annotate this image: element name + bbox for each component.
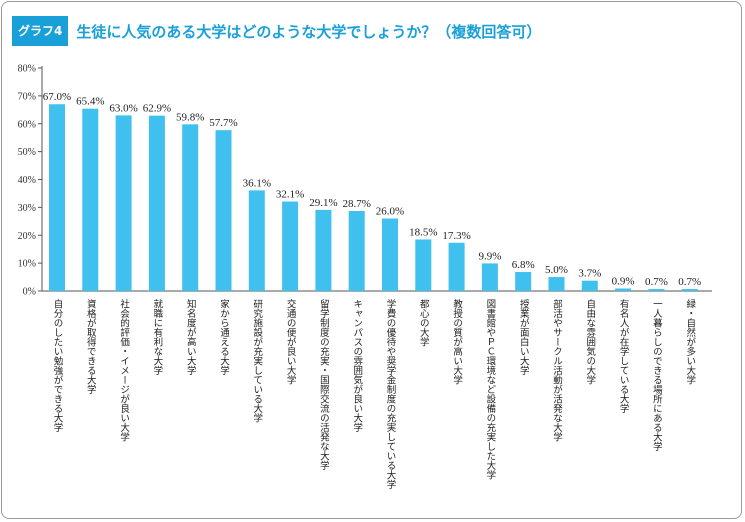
data-label: 26.0%: [376, 206, 404, 218]
data-label: 62.9%: [143, 103, 171, 115]
bar: [282, 201, 299, 291]
category-label: 資格が取得できる大学: [85, 298, 97, 394]
data-label: 32.1%: [276, 189, 304, 201]
data-label: 67.0%: [43, 91, 71, 103]
data-label: 5.0%: [545, 264, 568, 276]
y-tick-label: 50%: [18, 147, 36, 158]
y-tick-label: 10%: [18, 259, 36, 270]
data-label: 17.3%: [442, 230, 470, 242]
bar: [215, 130, 232, 291]
bar: [581, 280, 598, 291]
y-tick-label: 30%: [18, 203, 36, 214]
graph-number-badge: グラフ4: [12, 16, 69, 46]
y-tick-label: 70%: [18, 91, 36, 102]
bar: [415, 239, 432, 291]
data-label: 0.9%: [612, 275, 635, 287]
category-label: 緑・自然が多い大学: [684, 298, 696, 384]
data-label: 0.7%: [645, 276, 668, 288]
data-label: 6.8%: [512, 259, 535, 271]
data-label: 18.5%: [409, 226, 437, 238]
data-label: 36.1%: [243, 177, 271, 189]
bar: [648, 289, 665, 291]
bar: [481, 263, 498, 291]
data-label: 28.7%: [342, 198, 370, 210]
category-label: 図書館やＰＣ環境など設備の充実した大学: [484, 299, 496, 480]
bar: [82, 108, 99, 291]
category-label: 研究施設が充実している大学: [251, 299, 263, 423]
category-label: 知名度が高い大学: [185, 298, 197, 375]
y-tick-label: 60%: [18, 119, 36, 130]
bar: [515, 272, 532, 291]
y-tick-label: 0%: [23, 287, 36, 298]
data-label: 9.9%: [478, 250, 501, 262]
data-label: 29.1%: [309, 197, 337, 209]
y-tick-label: 80%: [18, 64, 36, 75]
category-label: 家から通える大学: [218, 298, 230, 375]
category-label: 教授の質が高い大学: [451, 298, 463, 384]
bar: [615, 288, 632, 291]
bar: [148, 115, 165, 291]
data-label: 0.7%: [678, 276, 701, 288]
bar: [382, 218, 398, 291]
data-label: 65.4%: [76, 96, 104, 108]
category-label: 部活やサークル活動が活発な大学: [551, 298, 563, 441]
category-label: 交通の便が良い大学: [285, 298, 297, 384]
y-tick-label: 20%: [18, 231, 36, 242]
category-label: 有名人が在学している大学: [618, 298, 630, 413]
bar: [248, 190, 265, 291]
category-label: 社会的評価・イメージが良い大学: [118, 298, 130, 441]
bar: [548, 277, 565, 291]
category-label: 自分のしたい勉強ができる大学: [52, 298, 64, 432]
category-label: キャンパスの雰囲気が良い大学: [351, 299, 363, 432]
bar: [115, 115, 132, 291]
category-label: 留学制度の充実・国際交流の活発な大学: [318, 298, 330, 470]
data-label: 3.7%: [578, 268, 601, 280]
y-tick-label: 40%: [18, 175, 36, 186]
data-label: 57.7%: [209, 117, 237, 129]
category-label: 都心の大学: [418, 299, 430, 347]
bar: [681, 289, 698, 291]
bar: [348, 210, 365, 291]
category-label: 一人暮らしのできる場所にある大学: [651, 299, 663, 451]
category-label: 就職に有利な大学: [151, 298, 163, 375]
bar: [182, 124, 199, 292]
bar: [49, 104, 65, 291]
data-label: 63.0%: [109, 102, 137, 114]
bar: [315, 209, 332, 291]
category-label: 学費の優待や奨学金制度の充実している大学: [385, 298, 397, 489]
category-label: 授業が面白い大学: [518, 298, 530, 375]
chart-header: グラフ4 生徒に人気のある大学はどのような大学でしょうか？（複数回答可）: [12, 14, 541, 48]
bar: [448, 242, 465, 291]
chart-title: 生徒に人気のある大学はどのような大学でしょうか？（複数回答可）: [76, 22, 542, 41]
category-label: 自由な雰囲気の大学: [584, 298, 596, 384]
data-label: 59.8%: [176, 111, 204, 123]
